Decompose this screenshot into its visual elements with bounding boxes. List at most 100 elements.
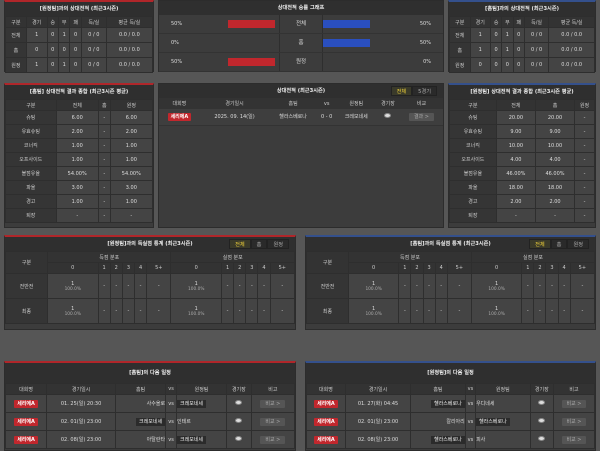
column-header: 비고 xyxy=(552,383,596,395)
cell: 2.00 xyxy=(109,124,154,139)
cell: - xyxy=(534,208,576,223)
cell: - xyxy=(245,298,259,324)
empty: - xyxy=(539,283,541,289)
table-row: 원정 0 0 0 0 0 / 0 0.0 / 0.0 xyxy=(449,57,595,73)
panel-title: [원정팀]의 다음 일정 xyxy=(306,363,595,383)
home-team[interactable]: 헬라스베로나 xyxy=(431,400,465,408)
compare-button[interactable]: 비교 > xyxy=(561,400,587,408)
away-team[interactable]: 크레모네세 xyxy=(177,436,207,444)
league-badge[interactable]: 세리에A xyxy=(167,113,192,122)
stadium-icon[interactable] xyxy=(538,436,546,441)
tab-all[interactable]: 전체 xyxy=(529,239,551,249)
away-team[interactable]: 피사 xyxy=(476,437,486,443)
tab-away[interactable]: 원정 xyxy=(267,239,289,249)
stadium-icon[interactable] xyxy=(538,418,546,423)
league-badge[interactable]: 세리에A xyxy=(314,436,338,444)
row-label: 최종 xyxy=(306,298,349,324)
cell: 1 xyxy=(25,27,48,43)
cell: - xyxy=(233,298,247,324)
row-label: 원정 xyxy=(5,57,27,73)
cell: 0 xyxy=(25,42,48,58)
table-row: 최종 1 100.0% - - - - -1 100.0% - - - - - xyxy=(5,298,296,324)
compare-button[interactable]: 비교 > xyxy=(561,436,587,444)
empty: - xyxy=(157,283,160,289)
cell: - xyxy=(398,298,412,324)
cell: - xyxy=(574,152,595,167)
league-badge[interactable]: 세리에A xyxy=(14,400,38,408)
row-label: 유효슈팅 xyxy=(449,124,497,139)
home-team[interactable]: 헬라스베로나 xyxy=(431,436,465,444)
home-bar xyxy=(228,20,275,28)
panel-title: [원정팀]과의 상대전적 (최근3시즌) xyxy=(5,2,153,16)
cell: - xyxy=(446,298,472,324)
away-team[interactable]: 크레모네세 xyxy=(344,114,368,121)
panel-title: [원정팀]과의 득실점 통계 (최근3시즌) 전체 홈 원정 xyxy=(5,237,295,251)
column-header: 원정팀 xyxy=(336,98,377,109)
cell: 0 xyxy=(46,42,60,58)
header-row: 구분 경기 승 무 패 득/실 평균 득/실 xyxy=(5,16,154,28)
result-button[interactable]: 결과 > xyxy=(408,113,434,122)
away-team[interactable]: 우디네세 xyxy=(476,401,495,407)
row-label: 원정 xyxy=(279,53,323,71)
tab-all[interactable]: 전체 xyxy=(229,239,251,249)
table-row: 유효슈팅 9.00 9.00- xyxy=(449,124,595,139)
schedule-left-table: 대회명 경기일시 홈팀 vs 원정팀 경기장 비고 세리에A 01. 25(일) 20:30 사수… xyxy=(4,383,296,449)
score-cell: 0 - 0 xyxy=(316,109,337,126)
panel-title-text: [원정팀]과의 득실점 통계 (최근3시즌) xyxy=(107,241,193,247)
percent: 100.0% xyxy=(365,286,382,292)
league-badge[interactable]: 세리에A xyxy=(314,418,338,426)
vs-label: vs xyxy=(168,436,174,443)
cell: 1 xyxy=(25,57,48,73)
empty: - xyxy=(103,308,105,314)
cell: 0.0 / 0.0 xyxy=(105,57,154,73)
away-cell: 헬라스베로나 xyxy=(475,412,531,431)
stadium-cell xyxy=(529,394,554,413)
stadium-icon[interactable] xyxy=(235,436,243,441)
compare-button[interactable]: 비교 > xyxy=(260,436,286,444)
home-team[interactable]: 칼리아리 xyxy=(446,419,465,425)
percent: 100.0% xyxy=(188,286,205,292)
away-team[interactable]: 크레모네세 xyxy=(177,400,207,408)
cell: 0 xyxy=(512,42,525,58)
cell: - xyxy=(410,273,424,299)
tab-5-games[interactable]: 5경기 xyxy=(412,86,437,96)
vs-cell: vs xyxy=(165,412,178,431)
league-badge[interactable]: 세리에A xyxy=(14,418,38,426)
cell: - xyxy=(109,298,123,324)
cell: - xyxy=(97,298,111,324)
compare-cell: 비교 > xyxy=(250,412,296,431)
home-team[interactable]: 크레모네세 xyxy=(136,418,166,426)
cell: 20.00 xyxy=(495,110,536,125)
table-row: 전반전 1 100.0% - - - - -1 100.0% - - - - - xyxy=(5,273,296,299)
stadium-icon[interactable] xyxy=(235,418,243,423)
bucket-header: 0 xyxy=(47,262,99,274)
home-team[interactable]: 사수올로 xyxy=(146,401,166,407)
league-badge[interactable]: 세리에A xyxy=(14,436,38,444)
away-team[interactable]: 인테르 xyxy=(177,419,191,425)
home-team[interactable]: 헬라스베로나 xyxy=(279,114,307,121)
tab-home[interactable]: 홈 xyxy=(250,239,268,249)
bucket-header: 2 xyxy=(410,262,424,274)
tab-all[interactable]: 전체 xyxy=(390,86,413,96)
tab-home[interactable]: 홈 xyxy=(550,239,568,249)
compare-button[interactable]: 비교 > xyxy=(561,418,587,426)
empty: - xyxy=(103,283,105,289)
cell: 0.0 / 0.0 xyxy=(548,27,595,43)
away-team[interactable]: 헬라스베로나 xyxy=(476,418,510,426)
stadium-icon[interactable] xyxy=(235,400,243,405)
header-row: 대회명 경기일시 홈팀 vs 원정팀 경기장 비고 xyxy=(306,383,596,395)
compare-button[interactable]: 비교 > xyxy=(260,400,286,408)
empty: - xyxy=(263,283,265,289)
stadium-icon[interactable] xyxy=(538,400,546,405)
tab-away[interactable]: 원정 xyxy=(567,239,589,249)
table-row: 슈팅 6.00-6.00 xyxy=(5,110,154,125)
cell: - xyxy=(557,273,571,299)
cell: 20.00 xyxy=(534,110,576,125)
header-row: 대회명 경기일시 홈팀 vs 원정팀 경기장 비고 xyxy=(4,383,296,395)
home-bar xyxy=(228,58,275,66)
stadium-icon[interactable] xyxy=(384,113,392,119)
league-badge[interactable]: 세리에A xyxy=(314,400,338,408)
home-team[interactable]: 아탈란타 xyxy=(146,437,166,443)
cell: - xyxy=(55,208,99,223)
compare-button[interactable]: 비교 > xyxy=(260,418,286,426)
